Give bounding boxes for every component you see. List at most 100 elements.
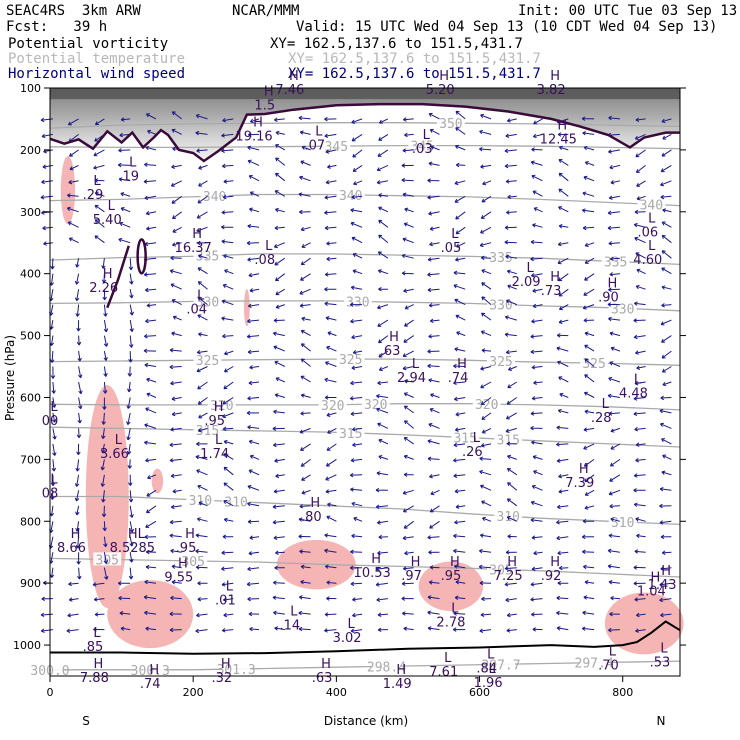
wind-vector-269 [222,597,234,602]
theta-label-bg-315-2 [451,430,480,444]
wind-vector-440 [352,612,363,618]
wind-vector-572 [453,548,466,554]
wind-vectors [40,110,672,634]
wind-vector-583 [481,195,492,203]
hl-value-9: .29 [83,188,104,203]
wind-vector-534 [430,489,440,496]
field-name-theta: Potential temperature [8,51,186,67]
wind-vector-174 [170,180,182,187]
y-tick-label-900: 900 [20,577,41,590]
wind-vector-361 [300,443,311,451]
wind-vector-726 [582,304,595,310]
wind-vector-677 [530,597,543,602]
theta-label-bg-335-1 [487,250,516,264]
wind-vector-326 [272,426,285,431]
wind-vector-651 [532,190,543,197]
wind-vector-666 [530,425,543,431]
pv-contour-loop-1 [136,238,147,275]
wind-vector-550 [455,211,466,220]
theta-label-bg-325-2 [487,354,516,368]
wind-vector-348 [301,242,311,248]
wind-vector-548 [454,180,466,186]
wind-vector-737 [584,474,595,483]
wind-vector-514 [427,178,440,183]
wind-vector-34 [67,118,79,126]
wind-vector-219 [196,350,208,355]
hl-letter-40: H [450,555,460,570]
wind-vector-173 [171,164,182,169]
wind-vector-202 [169,611,182,617]
wind-vector-437 [349,565,363,571]
wind-vector-64 [68,581,79,587]
wind-vector-785 [635,165,646,173]
wind-vector-489 [404,319,414,327]
wind-vector-8 [43,241,53,246]
wind-vector-743 [583,564,595,570]
wind-vector-825 [661,250,672,259]
wind-vector-362 [300,458,311,467]
wind-vector-541 [427,595,440,600]
theta-label-bg-305-1 [179,553,208,567]
wind-vector-290 [247,396,260,401]
wind-vector-744 [584,580,595,585]
wind-vector-580 [479,146,492,152]
wind-vector-352 [299,303,311,308]
wind-vector-324 [274,393,285,398]
wind-vector-610 [480,612,492,618]
wind-vector-181 [170,283,182,290]
wind-vector-45 [74,289,80,302]
wind-vector-363 [301,474,311,481]
wind-vector-476 [403,117,414,122]
hl-letter-5: L [315,125,323,140]
wind-vector-484 [402,237,414,244]
wind-vector-121 [126,412,131,426]
hl-letter-17: L [197,289,205,304]
wind-vector-9 [50,258,55,270]
wind-vector-256 [222,397,234,405]
theta-label-bg-325-1 [336,352,365,366]
wind-vector-170 [171,111,183,120]
wind-vector-396 [325,458,337,467]
wind-vector-98 [92,582,105,587]
wind-vector-640 [505,550,517,555]
wind-vector-601 [479,470,492,476]
hl-value-5: .07 [305,139,326,154]
wind-vector-587 [480,255,492,261]
wind-vector-592 [480,330,492,337]
wind-vector-488 [404,304,414,310]
theta-label-310-0: 310 [189,494,212,509]
wind-vector-16 [50,366,56,379]
wind-vector-824 [661,234,672,244]
wind-vector-717 [584,161,595,166]
wind-vector-751 [609,164,621,170]
wind-vector-683 [558,159,569,166]
theta-label-325-3: 325 [582,357,605,372]
theta-label-bg-310-1 [222,494,251,508]
wind-vector-567 [453,473,466,478]
wind-vector-742 [582,549,595,555]
wind-vector-210 [196,211,208,219]
init-time: Init: 00 UTC Tue 03 Sep 13 [518,3,738,19]
wind-vector-517 [429,226,440,231]
hl-value-27: .28 [591,411,612,426]
wind-vector-331 [272,504,285,509]
wind-vector-100 [94,612,105,617]
wind-vector-252 [222,333,234,339]
wind-vector-346 [299,209,311,215]
wind-vector-585 [480,226,492,234]
wind-vector-360 [299,427,311,434]
wind-vector-842 [659,520,672,525]
wind-vector-761 [608,316,620,322]
wind-vector-49 [77,351,82,362]
wind-vector-413 [351,194,363,200]
wind-vector-753 [608,195,620,200]
hl-letter-47: L [347,617,355,632]
wind-vector-228 [197,484,208,491]
hl-value-31: 7.39 [565,476,594,491]
wind-vector-340 [298,115,311,121]
hl-value-8: .19 [118,170,139,185]
wind-vector-55 [76,443,81,456]
hl-value-10: 5.40 [93,213,122,228]
wind-vector-169 [145,626,157,631]
wind-vector-298 [247,519,260,524]
